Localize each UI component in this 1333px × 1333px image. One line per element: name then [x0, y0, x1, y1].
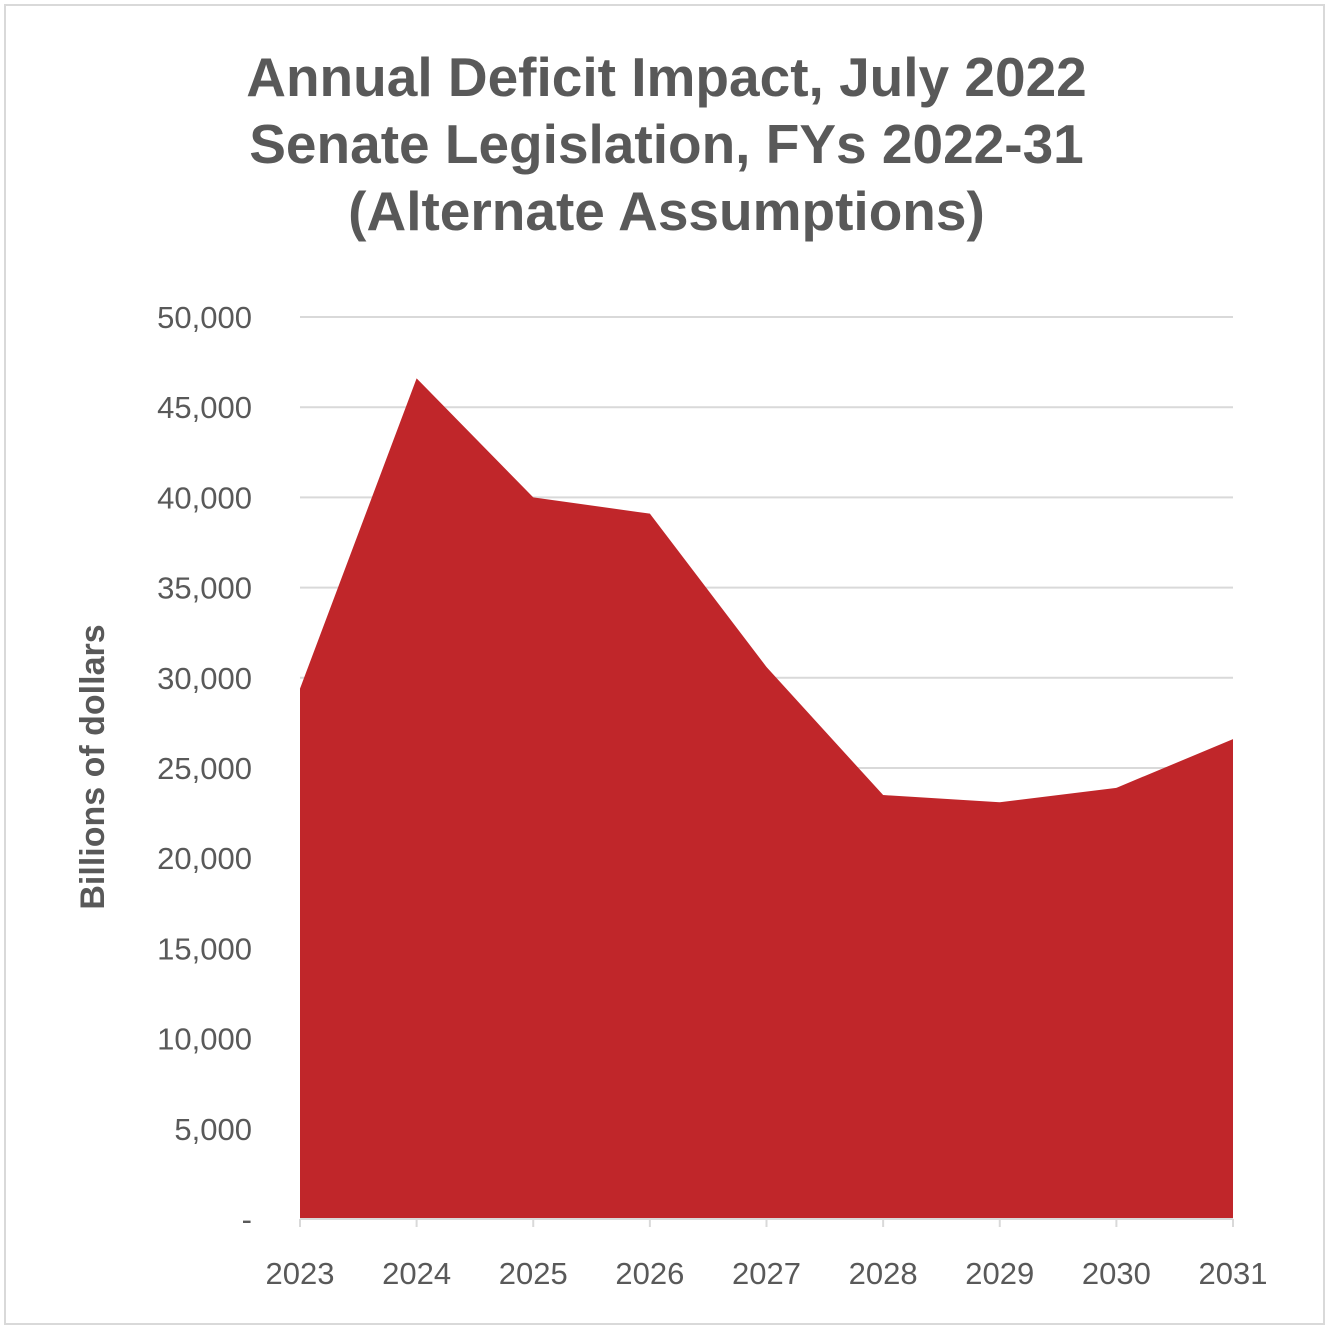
- x-axis: [299, 1218, 1234, 1227]
- y-tick-label: 45,000: [157, 390, 252, 425]
- x-tick-label: 2027: [732, 1256, 801, 1291]
- y-axis-label: Billions of dollars: [74, 624, 112, 909]
- y-tick-label: 10,000: [157, 1022, 252, 1057]
- x-tick-label: 2024: [382, 1256, 451, 1291]
- x-tick-label: 2026: [615, 1256, 684, 1291]
- title-line-3: (Alternate Assumptions): [348, 180, 985, 242]
- x-tick-label: 2029: [965, 1256, 1034, 1291]
- y-tick-label: 30,000: [157, 661, 252, 696]
- y-tick-label: 20,000: [157, 841, 252, 876]
- x-tick-label: 2028: [849, 1256, 918, 1291]
- y-tick-label: 50,000: [157, 300, 252, 335]
- data-points: [299, 378, 1234, 803]
- y-tick-label: 40,000: [157, 480, 252, 515]
- y-tick-label: 25,000: [157, 751, 252, 786]
- y-axis-ticks: - 5,000 10,000 15,000 20,000 25,000 30,000 35,0…: [157, 300, 252, 1237]
- y-tick-label: 5,000: [174, 1112, 252, 1147]
- y-tick-label: 35,000: [157, 571, 252, 606]
- chart-title: Annual Deficit Impact, July 2022 Senate …: [0, 44, 1333, 245]
- x-tick-label: 2025: [499, 1256, 568, 1291]
- x-axis-ticks: 2023 2024 2025 2026 2027 2028 2029 2030 2031: [266, 1256, 1268, 1291]
- title-line-2: Senate Legislation, FYs 2022-31: [249, 113, 1084, 175]
- y-tick-label: -: [242, 1202, 252, 1237]
- y-tick-label: 15,000: [157, 931, 252, 966]
- area-series: [300, 378, 1233, 1219]
- x-tick-label: 2031: [1199, 1256, 1268, 1291]
- x-tick-label: 2030: [1082, 1256, 1151, 1291]
- x-tick-label: 2023: [266, 1256, 335, 1291]
- title-line-1: Annual Deficit Impact, July 2022: [246, 46, 1087, 108]
